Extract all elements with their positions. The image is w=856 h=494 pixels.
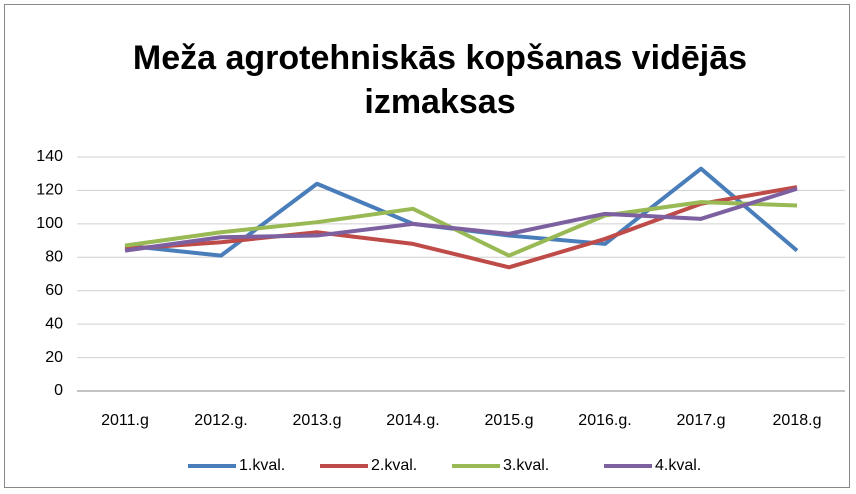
x-tick-label: 2015.g (485, 412, 534, 429)
y-tick-label: 140 (36, 148, 63, 165)
x-tick-label: 2014.g. (386, 412, 439, 429)
series-line (124, 185, 798, 270)
y-tick-label: 0 (54, 382, 63, 399)
y-tick-label: 40 (45, 315, 63, 332)
x-tick-label: 2018.g (773, 412, 822, 429)
legend-label: 1.kval. (239, 457, 285, 474)
y-tick-label: 80 (45, 249, 63, 266)
x-tick-label: 2016.g. (578, 412, 631, 429)
chart-title: Meža agrotehniskās kopšanas vidējās izma… (132, 39, 748, 121)
y-tick-label: 60 (45, 282, 63, 299)
y-tick-label: 120 (36, 182, 63, 199)
x-tick-label: 2012.g. (194, 412, 247, 429)
chart-frame (4, 4, 850, 488)
x-tick-label: 2011.g (101, 412, 149, 429)
x-tick-label: 2013.g (293, 412, 342, 429)
y-tick-label: 20 (45, 349, 63, 366)
legend-label: 3.kval. (503, 457, 549, 474)
x-tick-label: 2017.g (677, 412, 726, 429)
series-line (124, 200, 798, 258)
legend-label: 2.kval. (371, 457, 417, 474)
legend-label: 4.kval. (655, 457, 701, 474)
y-tick-label: 100 (36, 215, 63, 232)
series-line (124, 186, 798, 253)
